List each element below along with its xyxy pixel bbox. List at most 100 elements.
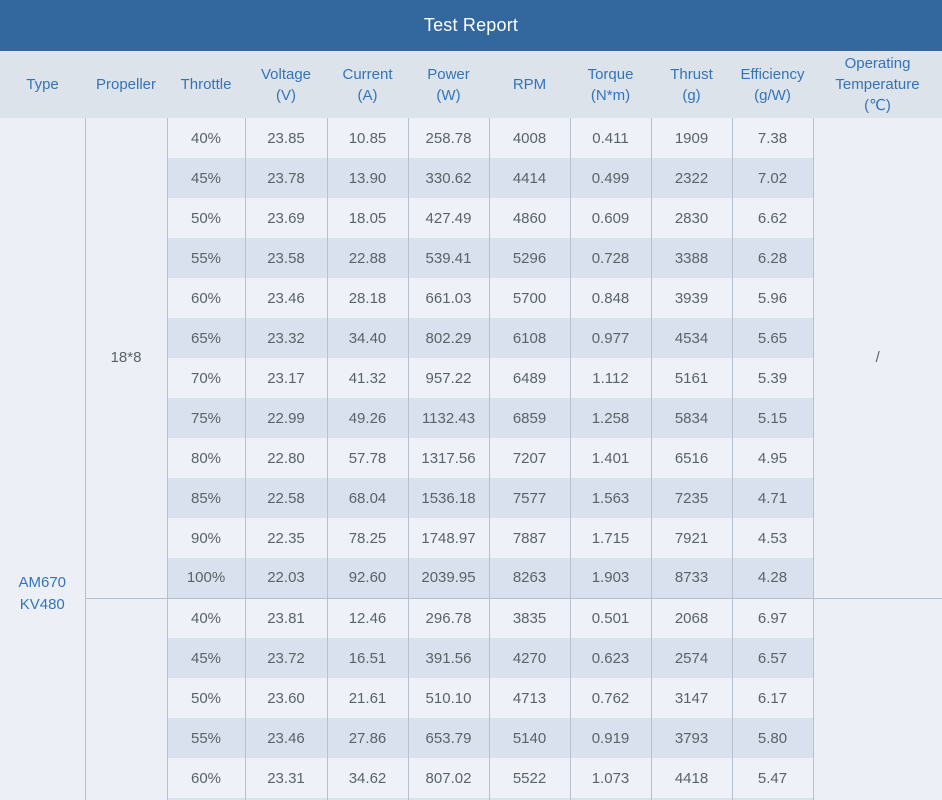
- cell-efficiency: 5.39: [731, 358, 813, 398]
- cell-current: 18.05: [326, 198, 408, 238]
- report-title: Test Report: [423, 15, 519, 35]
- table-row: 70% 23.17 41.32 957.22 6489 1.112 5161 5.39: [0, 358, 942, 398]
- cell-power: 391.56: [407, 638, 489, 678]
- cell-throttle: 55%: [166, 238, 245, 278]
- cell-current: [326, 798, 408, 800]
- table-row: 60% 23.31 34.62 807.02 5522 1.073 4418 5.47: [0, 758, 942, 798]
- cell-efficiency: 5.15: [731, 398, 813, 438]
- cell-rpm: 4713: [488, 678, 570, 718]
- table-row: AM670 KV480 18*8 40% 23.85 10.85 258.78 4008 0.…: [0, 118, 942, 800]
- cell-torque: 0.848: [569, 278, 651, 318]
- cell-rpm: 4860: [488, 198, 570, 238]
- cell-efficiency: 7.38: [731, 118, 813, 158]
- cell-throttle: 60%: [166, 278, 245, 318]
- cell-current: 92.60: [326, 558, 408, 598]
- cell-voltage: 23.78: [244, 158, 327, 198]
- cell-voltage: 23.85: [244, 118, 327, 158]
- cell-throttle: 50%: [166, 198, 245, 238]
- cell-power: [407, 798, 489, 800]
- cell-power: 427.49: [407, 198, 489, 238]
- cell-rpm: 3835: [488, 597, 570, 638]
- cell-rpm: 7577: [488, 478, 570, 518]
- cell-power: 330.62: [407, 158, 489, 198]
- cell-current: 49.26: [326, 398, 408, 438]
- cell-power: 1536.18: [407, 478, 489, 518]
- cell-power: 2039.95: [407, 558, 489, 598]
- cell-thrust: 7921: [650, 518, 732, 558]
- cell-thrust: 7235: [650, 478, 732, 518]
- type-label: AM670 KV480: [18, 574, 67, 613]
- cell-voltage: 23.46: [244, 278, 327, 318]
- column-header-voltage: Voltage (V): [245, 51, 327, 118]
- cell-power: 653.79: [407, 718, 489, 758]
- cell-throttle: 40%: [166, 118, 245, 158]
- cell-current: 68.04: [326, 478, 408, 518]
- cell-torque: 0.609: [569, 198, 651, 238]
- cell-power: 802.29: [407, 318, 489, 358]
- cell-efficiency: 6.97: [731, 597, 813, 638]
- cell-voltage: 22.58: [244, 478, 327, 518]
- cell-current: 27.86: [326, 718, 408, 758]
- cell-voltage: 23.32: [244, 318, 327, 358]
- cell-torque: 1.903: [569, 558, 651, 598]
- cell-throttle: 100%: [166, 558, 245, 598]
- cell-voltage: 23.58: [244, 238, 327, 278]
- operating-temperature-cell: /: [812, 118, 942, 598]
- cell-current: 16.51: [326, 638, 408, 678]
- cell-thrust: 2574: [650, 638, 732, 678]
- cell-thrust: 6516: [650, 438, 732, 478]
- cell-throttle: 60%: [166, 758, 245, 798]
- cell-current: 12.46: [326, 597, 408, 638]
- cell-voltage: 22.35: [244, 518, 327, 558]
- cell-torque: 1.112: [569, 358, 651, 398]
- cell-efficiency: 4.95: [731, 438, 813, 478]
- cell-rpm: 7207: [488, 438, 570, 478]
- cell-efficiency: 6.57: [731, 638, 813, 678]
- cell-current: 13.90: [326, 158, 408, 198]
- cell-torque: 0.919: [569, 718, 651, 758]
- table-row: 75% 22.99 49.26 1132.43 6859 1.258 5834 5.15: [0, 398, 942, 438]
- cell-voltage: [244, 798, 327, 800]
- cell-current: 34.62: [326, 758, 408, 798]
- cell-throttle: 45%: [166, 638, 245, 678]
- cell-torque: 1.715: [569, 518, 651, 558]
- cell-torque: 0.411: [569, 118, 651, 158]
- cell-power: 1317.56: [407, 438, 489, 478]
- cell-torque: 1.401: [569, 438, 651, 478]
- cell-rpm: 4270: [488, 638, 570, 678]
- cell-current: 41.32: [326, 358, 408, 398]
- cell-power: 661.03: [407, 278, 489, 318]
- cell-efficiency: 7.02: [731, 158, 813, 198]
- cell-thrust: 4418: [650, 758, 732, 798]
- cell-rpm: 4008: [488, 118, 570, 158]
- cell-voltage: 23.60: [244, 678, 327, 718]
- cell-current: 22.88: [326, 238, 408, 278]
- table-row: 65% 23.32 34.40 802.29 6108 0.977 4534 5.65: [0, 318, 942, 358]
- cell-throttle: 90%: [166, 518, 245, 558]
- table-row: 90% 22.35 78.25 1748.97 7887 1.715 7921 4.53: [0, 518, 942, 558]
- cell-voltage: 23.46: [244, 718, 327, 758]
- cell-efficiency: 6.62: [731, 198, 813, 238]
- report-title-bar: Test Report: [0, 0, 942, 51]
- cell-thrust: 2322: [650, 158, 732, 198]
- cell-efficiency: [731, 798, 813, 800]
- cell-thrust: 3388: [650, 238, 732, 278]
- cell-torque: 0.977: [569, 318, 651, 358]
- column-header-propeller: Propeller: [85, 51, 167, 118]
- column-header-operating-temperature: Operating Temperature (℃): [813, 51, 942, 118]
- column-header-type: Type: [0, 51, 85, 118]
- column-header-rpm: RPM: [489, 51, 570, 118]
- cell-efficiency: 4.28: [731, 558, 813, 598]
- cell-voltage: 23.72: [244, 638, 327, 678]
- cell-voltage: 23.31: [244, 758, 327, 798]
- cell-voltage: 23.69: [244, 198, 327, 238]
- cell-rpm: [488, 798, 570, 800]
- cell-throttle: 50%: [166, 678, 245, 718]
- cell-throttle: 45%: [166, 158, 245, 198]
- cell-power: 296.78: [407, 597, 489, 638]
- cell-current: 34.40: [326, 318, 408, 358]
- cell-current: 10.85: [326, 118, 408, 158]
- cell-voltage: 22.80: [244, 438, 327, 478]
- cell-thrust: 8733: [650, 558, 732, 598]
